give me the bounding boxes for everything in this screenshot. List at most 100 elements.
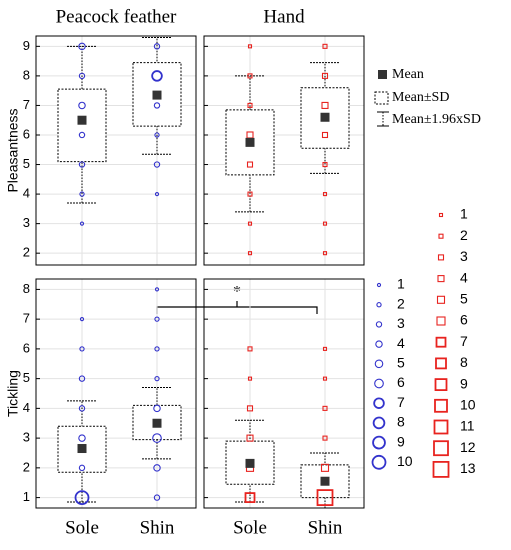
data-point	[247, 376, 253, 381]
legend-mean-icon	[378, 70, 387, 79]
y-tick-label: 8	[23, 281, 30, 296]
data-point	[247, 346, 253, 352]
size-legend-marker	[372, 416, 386, 430]
data-point	[320, 463, 330, 472]
data-point	[322, 161, 328, 168]
data-point	[247, 251, 253, 256]
panel-frame	[203, 278, 365, 509]
data-point	[154, 346, 160, 352]
size-legend-marker	[374, 359, 384, 369]
data-point	[321, 131, 329, 139]
mean-marker	[77, 115, 87, 125]
panel-frame	[35, 278, 197, 509]
size-legend-marker	[375, 321, 383, 328]
data-point	[74, 490, 90, 505]
size-legend-marker	[437, 275, 445, 283]
x-tick-label: Sole	[65, 517, 99, 538]
data-point	[79, 317, 85, 322]
data-point	[322, 221, 328, 226]
data-point	[79, 221, 85, 226]
size-legend-marker	[438, 233, 444, 239]
data-point	[246, 434, 254, 442]
y-tick-label: 2	[23, 459, 30, 474]
data-point	[247, 191, 253, 197]
x-tick-label: Shin	[140, 517, 175, 538]
significance-bracket	[156, 301, 318, 314]
size-legend-label: 2	[397, 295, 405, 311]
data-point	[153, 161, 161, 168]
size-legend-marker	[372, 435, 386, 450]
data-point	[79, 191, 85, 197]
y-tick-label: 7	[23, 311, 30, 326]
mean-marker	[152, 418, 162, 428]
panel-frame	[203, 35, 365, 266]
size-legend-marker	[432, 460, 450, 478]
panel-frame	[35, 35, 197, 266]
y-tick-label: 5	[23, 156, 30, 171]
panel-title: Hand	[263, 6, 305, 27]
y-axis-label: Tickling	[5, 370, 21, 417]
data-point	[152, 433, 162, 443]
data-point	[247, 221, 253, 226]
legend-sd-icon	[374, 91, 389, 105]
size-legend-marker	[437, 254, 445, 261]
mean-marker	[320, 112, 330, 122]
size-legend-marker	[438, 212, 444, 218]
y-tick-label: 7	[23, 97, 30, 112]
sd-box	[300, 87, 350, 149]
size-legend-marker	[375, 340, 383, 348]
data-point	[247, 73, 253, 79]
size-legend-label: 9	[397, 433, 405, 449]
size-legend-marker	[371, 454, 387, 470]
data-point	[321, 101, 329, 109]
data-point	[79, 346, 85, 352]
data-point	[246, 405, 254, 412]
size-legend-marker	[374, 378, 384, 389]
data-point	[153, 102, 161, 109]
size-legend-label: 5	[397, 355, 405, 371]
y-tick-label: 9	[23, 38, 30, 53]
data-point	[153, 404, 161, 413]
y-tick-label: 4	[23, 186, 30, 201]
data-point	[78, 375, 86, 382]
size-legend-marker	[435, 336, 447, 348]
data-point	[151, 70, 163, 82]
mean-marker	[245, 458, 255, 468]
size-legend-label: 1	[460, 206, 468, 222]
legend-label: Mean±SD	[392, 90, 449, 105]
y-tick-label: 6	[23, 340, 30, 355]
data-point	[322, 435, 328, 441]
size-legend-marker	[436, 295, 446, 304]
size-legend-label: 5	[460, 291, 468, 307]
panel-title: Peacock feather	[56, 6, 177, 27]
y-tick-label: 4	[23, 400, 30, 415]
mean-marker	[152, 90, 162, 100]
data-point	[154, 375, 160, 382]
y-tick-label: 6	[23, 126, 30, 141]
data-point	[78, 131, 86, 139]
size-legend-label: 10	[460, 397, 476, 413]
data-point	[78, 405, 86, 412]
mean-marker	[245, 137, 255, 147]
y-tick-label: 3	[23, 215, 30, 230]
size-legend-label: 10	[397, 453, 413, 469]
data-point	[322, 376, 328, 381]
data-point	[247, 44, 253, 49]
size-legend-marker	[376, 302, 382, 308]
legend-ci-icon	[377, 111, 389, 127]
size-legend-label: 8	[460, 354, 468, 370]
mean-marker	[320, 476, 330, 486]
size-legend-label: 4	[397, 335, 405, 351]
size-legend-label: 6	[460, 312, 468, 328]
size-legend-label: 3	[460, 248, 468, 264]
size-legend-label: 12	[460, 439, 476, 455]
size-legend-label: 9	[460, 375, 468, 391]
data-point	[154, 132, 160, 138]
size-legend-marker	[434, 398, 448, 413]
size-legend-marker	[373, 397, 385, 409]
data-point	[153, 43, 161, 50]
y-tick-label: 2	[23, 245, 30, 260]
size-legend-label: 6	[397, 374, 405, 390]
size-legend-label: 11	[460, 418, 475, 434]
data-point	[246, 161, 254, 168]
